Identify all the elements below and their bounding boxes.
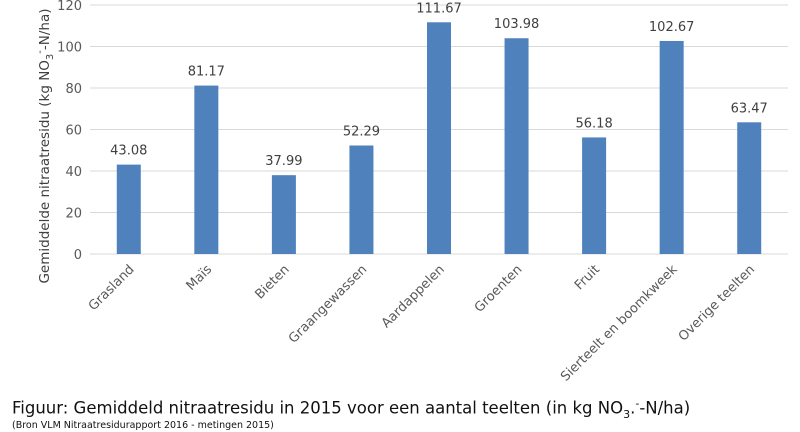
x-category-label: Overige teelten xyxy=(676,262,758,344)
bars xyxy=(116,22,762,255)
bar xyxy=(582,137,607,254)
y-tick-label: 100 xyxy=(57,41,82,56)
caption-suffix: -N/ha) xyxy=(639,398,691,418)
bar xyxy=(271,175,296,254)
ylabel-superscript: - xyxy=(35,50,46,54)
bar xyxy=(504,38,529,254)
y-tick-label: 40 xyxy=(65,165,82,180)
data-label: 63.47 xyxy=(731,101,768,116)
data-label: 111.67 xyxy=(416,1,462,16)
data-label: 81.17 xyxy=(188,65,225,80)
y-axis-label: Gemiddelde nitraatresidu (kg NO3--N/ha) xyxy=(35,8,56,283)
bar xyxy=(427,22,451,255)
y-axis-ticks: 0 20 40 60 80 100 120 xyxy=(57,0,82,263)
data-label: 52.29 xyxy=(343,124,380,139)
x-category-label: Groenten xyxy=(472,262,526,316)
bar xyxy=(116,164,141,254)
bar xyxy=(737,122,762,255)
data-label: 56.18 xyxy=(576,116,613,131)
x-category-label: Bieten xyxy=(253,262,293,302)
caption-subscript: 3 xyxy=(623,407,631,421)
ylabel-main: Gemiddelde nitraatresidu (kg NO xyxy=(37,60,53,283)
bar xyxy=(194,85,219,254)
y-tick-label: 80 xyxy=(65,82,82,97)
data-label: 103.98 xyxy=(494,17,540,32)
caption-dot: . xyxy=(630,398,636,418)
x-category-label: Aardappelen xyxy=(379,262,448,331)
bar xyxy=(659,40,684,255)
x-category-label: Fruit xyxy=(572,262,603,293)
y-tick-label: 0 xyxy=(74,248,82,263)
caption-superscript: - xyxy=(635,397,640,410)
data-label: 37.99 xyxy=(265,154,302,169)
data-labels: 43.08 81.17 37.99 52.29 111.67 103.98 56.18 102… xyxy=(110,1,768,169)
ylabel-suffix: -N/ha) xyxy=(37,8,53,50)
bar-chart: 0 20 40 60 80 100 120 43.08 81.17 37.99 52.29 111.… xyxy=(35,0,788,385)
x-category-label: Maïs xyxy=(184,262,216,294)
x-category-label: Graangewassen xyxy=(286,262,370,346)
caption-prefix: Figuur: Gemiddeld nitraatresidu in 2015 … xyxy=(12,398,624,418)
y-tick-label: 60 xyxy=(65,124,82,139)
data-label: 102.67 xyxy=(649,20,695,35)
y-tick-label: 120 xyxy=(57,0,82,14)
x-category-label: Grasland xyxy=(86,262,138,314)
ylabel-subscript: 3 xyxy=(45,54,56,60)
data-label: 43.08 xyxy=(110,144,147,159)
source-note: (Bron VLM Nitraatresidurapport 2016 - me… xyxy=(12,420,274,431)
figure-caption: Figuur: Gemiddeld nitraatresidu in 2015 … xyxy=(12,397,690,421)
y-tick-label: 20 xyxy=(65,207,82,222)
bar xyxy=(349,145,374,254)
